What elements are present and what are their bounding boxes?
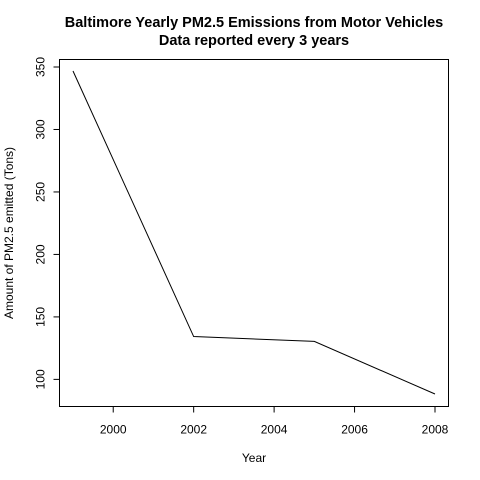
y-tick-label: 200 xyxy=(34,244,48,264)
y-tick-label: 150 xyxy=(34,307,48,327)
y-tick-label: 250 xyxy=(34,182,48,202)
series-line xyxy=(72,70,436,395)
x-tick-label: 2004 xyxy=(261,423,288,437)
y-tick-label: 100 xyxy=(34,369,48,389)
series-layer xyxy=(72,70,436,395)
x-tick-label: 2008 xyxy=(422,423,449,437)
x-tick-label: 2006 xyxy=(341,423,368,437)
x-axis-label: Year xyxy=(242,451,266,465)
y-tick-label: 300 xyxy=(34,119,48,139)
plot-frame xyxy=(59,59,449,407)
y-axis: 100 150 200 250 300 350 xyxy=(34,57,60,389)
chart-title: Baltimore Yearly PM2.5 Emissions from Mo… xyxy=(65,15,444,31)
y-tick-label: 350 xyxy=(34,57,48,77)
x-axis: 2000 2002 2004 2006 2008 xyxy=(100,406,449,437)
x-tick-label: 2002 xyxy=(180,423,207,437)
chart-subtitle: Data reported every 3 years xyxy=(159,33,349,49)
x-tick-label: 2000 xyxy=(100,423,127,437)
y-axis-label: Amount of PM2.5 emitted (Tons) xyxy=(2,147,16,319)
